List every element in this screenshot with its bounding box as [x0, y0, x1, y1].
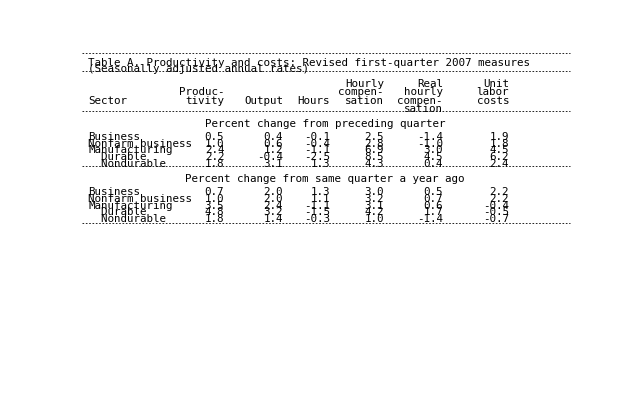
- Text: -0.4: -0.4: [257, 152, 283, 162]
- Text: 0.6: 0.6: [264, 138, 283, 148]
- Text: 3.2: 3.2: [365, 193, 384, 203]
- Text: Percent change from preceding quarter: Percent change from preceding quarter: [205, 119, 445, 128]
- Text: 3.5: 3.5: [205, 200, 224, 210]
- Text: 4.5: 4.5: [424, 152, 443, 162]
- Text: 1.3: 1.3: [310, 186, 330, 196]
- Text: 2.2: 2.2: [489, 186, 509, 196]
- Text: 4.3: 4.3: [365, 159, 384, 169]
- Text: compen-: compen-: [339, 86, 384, 96]
- Text: Manufacturing: Manufacturing: [88, 200, 172, 210]
- Text: -0.7: -0.7: [483, 214, 509, 224]
- Text: -0.3: -0.3: [304, 214, 330, 224]
- Text: 3.1: 3.1: [365, 200, 384, 210]
- Text: hourly: hourly: [404, 86, 443, 96]
- Text: 1.7: 1.7: [424, 207, 443, 217]
- Text: 1.8: 1.8: [489, 138, 509, 148]
- Text: -1.1: -1.1: [304, 200, 330, 210]
- Text: Percent change from same quarter a year ago: Percent change from same quarter a year …: [185, 174, 465, 183]
- Text: 0.7: 0.7: [424, 193, 443, 203]
- Text: 0.4: 0.4: [264, 132, 283, 142]
- Text: -1.1: -1.1: [304, 145, 330, 155]
- Text: labor: labor: [477, 86, 509, 96]
- Text: 2.4: 2.4: [489, 159, 509, 169]
- Text: -0.4: -0.4: [483, 200, 509, 210]
- Text: -1.0: -1.0: [417, 138, 443, 148]
- Text: 3.0: 3.0: [424, 145, 443, 155]
- Text: sation: sation: [404, 103, 443, 113]
- Text: sation: sation: [345, 96, 384, 106]
- Text: 2.2: 2.2: [205, 152, 224, 162]
- Text: Nondurable: Nondurable: [88, 214, 166, 224]
- Text: 1.0: 1.0: [365, 214, 384, 224]
- Text: -0.4: -0.4: [304, 138, 330, 148]
- Text: Sector: Sector: [88, 96, 127, 106]
- Text: 2.2: 2.2: [489, 193, 509, 203]
- Text: 0.7: 0.7: [205, 186, 224, 196]
- Text: 4.2: 4.2: [365, 207, 384, 217]
- Text: -0.1: -0.1: [304, 132, 330, 142]
- Text: Business: Business: [88, 132, 140, 142]
- Text: tivity: tivity: [185, 96, 224, 106]
- Text: Real: Real: [417, 79, 443, 89]
- Text: 0.4: 0.4: [424, 159, 443, 169]
- Text: -2.5: -2.5: [304, 152, 330, 162]
- Text: Unit: Unit: [483, 79, 509, 89]
- Text: 1.4: 1.4: [264, 214, 283, 224]
- Text: Durable: Durable: [88, 207, 146, 217]
- Text: 3.0: 3.0: [365, 186, 384, 196]
- Text: Hourly: Hourly: [345, 79, 384, 89]
- Text: Hours: Hours: [297, 96, 330, 106]
- Text: 0.6: 0.6: [424, 200, 443, 210]
- Text: -0.5: -0.5: [483, 207, 509, 217]
- Text: 4.5: 4.5: [489, 145, 509, 155]
- Text: -1.5: -1.5: [304, 207, 330, 217]
- Text: 1.1: 1.1: [310, 193, 330, 203]
- Text: 2.8: 2.8: [365, 138, 384, 148]
- Text: Table A. Productivity and costs: Revised first-quarter 2007 measures: Table A. Productivity and costs: Revised…: [88, 58, 530, 68]
- Text: Produc-: Produc-: [179, 86, 224, 96]
- Text: 2.0: 2.0: [264, 186, 283, 196]
- Text: 0.5: 0.5: [205, 132, 224, 142]
- Text: 3.1: 3.1: [264, 159, 283, 169]
- Text: Output: Output: [244, 96, 283, 106]
- Text: 6.2: 6.2: [489, 152, 509, 162]
- Text: 1.3: 1.3: [310, 159, 330, 169]
- Text: 2.4: 2.4: [205, 145, 224, 155]
- Text: (Seasonally adjusted annual rates): (Seasonally adjusted annual rates): [88, 64, 309, 74]
- Text: 2.4: 2.4: [264, 200, 283, 210]
- Text: 2.0: 2.0: [264, 193, 283, 203]
- Text: 0.5: 0.5: [424, 186, 443, 196]
- Text: -1.4: -1.4: [417, 132, 443, 142]
- Text: Manufacturing: Manufacturing: [88, 145, 172, 155]
- Text: 1.8: 1.8: [205, 159, 224, 169]
- Text: -1.4: -1.4: [417, 214, 443, 224]
- Text: 1.0: 1.0: [205, 138, 224, 148]
- Text: Nondurable: Nondurable: [88, 159, 166, 169]
- Text: Durable: Durable: [88, 152, 146, 162]
- Text: 8.5: 8.5: [365, 152, 384, 162]
- Text: costs: costs: [477, 96, 509, 106]
- Text: Nonfarm business: Nonfarm business: [88, 138, 192, 148]
- Text: Business: Business: [88, 186, 140, 196]
- Text: 1.9: 1.9: [489, 132, 509, 142]
- Text: compen-: compen-: [398, 96, 443, 106]
- Text: 4.8: 4.8: [205, 207, 224, 217]
- Text: Nonfarm business: Nonfarm business: [88, 193, 192, 203]
- Text: 6.9: 6.9: [365, 145, 384, 155]
- Text: 2.5: 2.5: [365, 132, 384, 142]
- Text: 1.2: 1.2: [264, 145, 283, 155]
- Text: 1.0: 1.0: [205, 193, 224, 203]
- Text: 3.2: 3.2: [264, 207, 283, 217]
- Text: 1.8: 1.8: [205, 214, 224, 224]
